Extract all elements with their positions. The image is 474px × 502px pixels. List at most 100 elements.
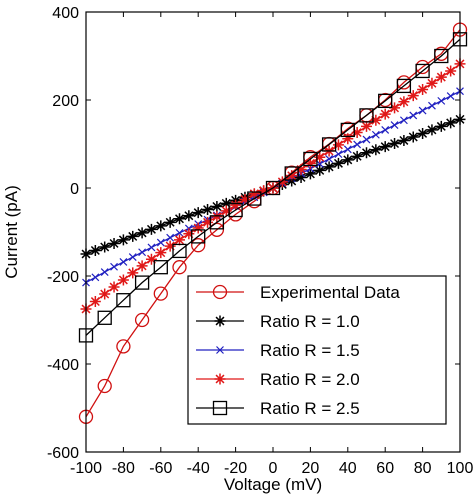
data-point-ratio-r-2-0 <box>407 90 419 102</box>
data-point-ratio-r-2-5 <box>228 202 243 218</box>
data-point-ratio-r-1-0 <box>361 147 372 159</box>
data-point-ratio-r-2-0 <box>398 96 410 108</box>
data-point-ratio-r-2-0 <box>108 281 120 293</box>
data-point-ratio-r-2-0 <box>435 71 447 83</box>
data-point-ratio-r-1-5 <box>343 145 352 154</box>
data-point-ratio-r-1-5 <box>399 116 408 125</box>
x-tick-label: -40 <box>187 460 210 477</box>
data-point-ratio-r-2-0 <box>248 188 260 200</box>
data-point-ratio-r-1-5 <box>325 155 334 163</box>
y-tick-label: -400 <box>47 357 79 374</box>
data-point-ratio-r-1-0 <box>314 164 326 176</box>
data-point-ratio-r-1-0 <box>389 138 401 150</box>
legend-label: Ratio R = 2.0 <box>260 370 360 389</box>
x-tick-label: 20 <box>302 460 320 477</box>
data-point-ratio-r-1-5 <box>353 140 362 149</box>
y-axis-label: Current (pA) <box>2 185 21 279</box>
legend-entry-ratio-r-1-0: Ratio R = 1.0 <box>196 312 360 331</box>
data-point-ratio-r-2-0 <box>239 193 251 205</box>
y-tick-label: -200 <box>47 269 79 286</box>
data-point-ratio-r-2-0 <box>295 164 307 176</box>
data-point-ratio-r-1-0 <box>445 117 457 129</box>
series-layer <box>78 22 468 424</box>
data-point-ratio-r-2-0 <box>445 65 457 77</box>
data-point-ratio-r-1-5 <box>409 111 418 120</box>
legend-marker <box>216 346 224 354</box>
data-point-ratio-r-1-0 <box>136 227 148 239</box>
data-point-experimental-data <box>116 339 131 354</box>
data-point-ratio-r-1-5 <box>390 121 399 130</box>
data-point-ratio-r-1-0 <box>145 223 157 235</box>
data-point-ratio-r-2-5 <box>359 108 374 123</box>
data-point-ratio-r-1-5 <box>110 262 118 271</box>
data-point-ratio-r-1-0 <box>417 127 429 139</box>
data-point-ratio-r-2-0 <box>202 216 214 228</box>
legend-entry-ratio-r-1-5: Ratio R = 1.5 <box>196 341 360 360</box>
x-tick-label: 100 <box>447 460 474 477</box>
data-point-experimental-data <box>209 222 225 237</box>
data-point-ratio-r-2-0 <box>183 228 195 240</box>
legend: Experimental Data Ratio R = 1.0 Ratio R = … <box>187 275 447 425</box>
data-point-ratio-r-2-0 <box>304 157 316 169</box>
data-point-experimental-data <box>172 260 187 275</box>
data-point-ratio-r-1-0 <box>89 244 101 256</box>
x-tick-label: 40 <box>339 460 357 477</box>
data-point-ratio-r-2-0 <box>426 77 438 89</box>
data-point-ratio-r-2-5 <box>434 48 449 64</box>
data-point-ratio-r-2-5 <box>153 260 168 275</box>
data-point-ratio-r-1-0 <box>351 150 363 162</box>
x-tick-label: -60 <box>149 460 172 477</box>
data-point-ratio-r-1-0 <box>304 168 316 180</box>
data-point-experimental-data <box>134 312 150 328</box>
data-point-ratio-r-1-5 <box>428 101 436 110</box>
legend-marker <box>212 284 228 300</box>
data-point-ratio-r-2-0 <box>361 120 372 132</box>
data-point-ratio-r-2-0 <box>145 253 157 265</box>
data-point-ratio-r-1-0 <box>426 124 438 136</box>
data-point-ratio-r-2-5 <box>396 78 412 94</box>
data-point-ratio-r-1-0 <box>332 157 344 169</box>
data-point-ratio-r-2-5 <box>97 310 112 325</box>
data-point-ratio-r-2-0 <box>136 260 148 272</box>
data-point-ratio-r-2-5 <box>116 293 131 308</box>
data-point-ratio-r-1-0 <box>192 207 204 219</box>
data-point-ratio-r-1-0 <box>202 204 214 216</box>
legend-marker <box>214 315 226 327</box>
data-point-ratio-r-2-0 <box>258 185 270 197</box>
x-axis-label: Voltage (mV) <box>224 475 322 494</box>
data-point-ratio-r-2-5 <box>378 93 393 109</box>
ticks-layer: -100 -80 -60 -40 -20 0 20 40 60 80 100-600-400-200… <box>47 5 473 477</box>
data-point-ratio-r-1-0 <box>342 154 354 166</box>
data-point-ratio-r-1-5 <box>381 125 390 134</box>
data-point-ratio-r-1-5 <box>128 253 137 262</box>
legend-entry-ratio-r-2-0: Ratio R = 2.0 <box>196 370 360 389</box>
legend-label: Ratio R = 1.5 <box>260 341 360 360</box>
data-point-ratio-r-1-5 <box>91 273 100 282</box>
data-point-ratio-r-2-0 <box>379 108 391 120</box>
data-point-ratio-r-2-0 <box>99 288 111 300</box>
data-point-ratio-r-2-0 <box>174 234 185 246</box>
data-point-ratio-r-1-0 <box>108 237 120 249</box>
data-point-ratio-r-1-0 <box>164 216 176 228</box>
data-point-ratio-r-1-5 <box>334 150 343 159</box>
legend-entry-ratio-r-2-5: Ratio R = 2.5 <box>196 399 360 418</box>
data-point-ratio-r-1-0 <box>99 241 111 253</box>
data-point-ratio-r-2-5 <box>303 151 318 167</box>
data-point-experimental-data <box>97 378 112 394</box>
data-point-ratio-r-2-0 <box>370 114 382 126</box>
data-point-ratio-r-2-0 <box>417 83 429 95</box>
data-point-ratio-r-2-0 <box>155 247 167 259</box>
data-point-ratio-r-1-5 <box>166 233 175 242</box>
data-point-ratio-r-2-0 <box>332 139 344 151</box>
x-tick-label: 80 <box>414 460 432 477</box>
data-point-ratio-r-1-5 <box>437 96 446 105</box>
data-point-ratio-r-1-0 <box>155 220 167 232</box>
data-point-ratio-r-2-5 <box>209 215 225 230</box>
data-point-ratio-r-2-0 <box>192 222 204 234</box>
data-point-ratio-r-2-0 <box>351 127 363 139</box>
data-point-ratio-r-1-0 <box>435 120 447 132</box>
data-point-ratio-r-2-5 <box>340 122 355 138</box>
y-tick-label: 400 <box>52 5 79 22</box>
data-point-ratio-r-2-5 <box>134 275 150 290</box>
data-point-ratio-r-2-0 <box>389 102 401 114</box>
